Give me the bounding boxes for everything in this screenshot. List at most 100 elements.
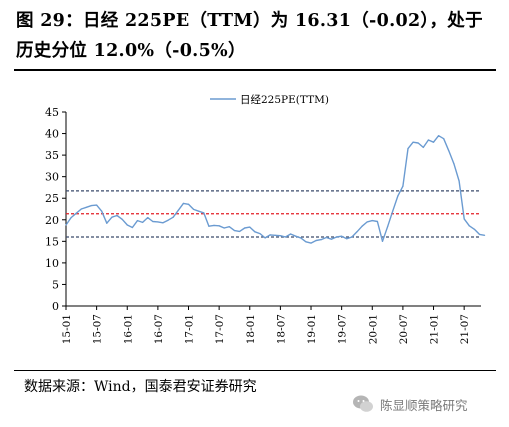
data-point [453, 163, 455, 165]
x-tick-label: 16-07 [153, 314, 165, 344]
data-point [279, 235, 281, 237]
legend-label: 日经225PE(TTM) [240, 93, 329, 106]
data-point [432, 141, 435, 143]
data-point [131, 226, 133, 229]
data-point [259, 232, 261, 235]
data-point [223, 227, 225, 229]
figure-title: 图 29：日经 225PE（TTM）为 16.31（-0.02），处于 历史分位… [16, 6, 496, 66]
data-point [320, 239, 322, 241]
data-point [483, 234, 486, 236]
data-point [198, 210, 200, 212]
title-rule [14, 69, 496, 71]
data-point [80, 208, 82, 210]
y-tick-label: 15 [45, 235, 59, 248]
y-tick-label: 10 [45, 257, 59, 270]
data-point [397, 195, 399, 197]
figure-title-line1: 图 29：日经 225PE（TTM）为 16.31（-0.02），处于 [16, 11, 483, 31]
x-tick-label: 19-07 [337, 314, 349, 344]
data-point [468, 225, 470, 227]
y-tick-label: 40 [45, 128, 59, 141]
data-point [96, 204, 98, 206]
y-tick-label: 5 [52, 278, 59, 291]
data-point [295, 235, 297, 237]
data-point [427, 139, 430, 141]
data-point [213, 224, 215, 226]
data-point [167, 219, 169, 221]
data-point [290, 233, 292, 235]
y-tick-label: 0 [52, 300, 59, 313]
data-point [443, 138, 445, 140]
data-point [330, 238, 333, 240]
data-point [417, 142, 419, 144]
data-point [106, 222, 108, 224]
x-tick-label: 15-01 [61, 314, 73, 344]
data-point [463, 218, 465, 220]
data-point [300, 237, 302, 239]
source-note: 数据来源：Wind，国泰君安证券研究 [24, 379, 257, 395]
data-point [448, 150, 450, 152]
data-point [422, 146, 424, 148]
figure-title-line2: 历史分位 12.0%（-0.5%） [16, 41, 246, 61]
watermark-text: 陈显顺策略研究 [380, 397, 468, 413]
data-point [264, 237, 266, 239]
data-point [228, 226, 230, 228]
watermark: 陈显顺策略研究 [352, 392, 468, 416]
data-point [233, 229, 236, 232]
series-line-1 [65, 135, 485, 244]
x-tick-label: 16-01 [122, 314, 134, 344]
data-point [284, 236, 287, 238]
data-point [75, 212, 77, 214]
x-tick-label: 17-01 [184, 314, 196, 344]
data-point [381, 240, 384, 242]
wechat-icon [353, 395, 373, 412]
data-point [305, 241, 307, 243]
x-tick-label: 20-01 [367, 314, 379, 344]
pe-line-chart: 0 5 10 15 20 25 30 35 40 45 15-01 15-07 16-01 16-07 17… [45, 93, 486, 344]
data-point [244, 227, 246, 229]
data-point [70, 217, 72, 219]
data-point [249, 226, 251, 228]
data-point [238, 230, 241, 233]
data-point [208, 225, 210, 227]
data-point [141, 221, 144, 223]
source-rule [14, 370, 496, 371]
data-point [193, 208, 195, 211]
y-tick-label: 25 [45, 192, 59, 205]
data-point [376, 220, 378, 223]
data-point [407, 148, 409, 150]
data-point [366, 221, 368, 223]
data-point [111, 216, 113, 218]
data-point [177, 209, 179, 211]
data-point [478, 233, 481, 236]
data-point [218, 225, 220, 227]
data-point [187, 203, 190, 205]
data-point [152, 220, 154, 223]
x-tick-label: 19-01 [306, 314, 318, 344]
x-tick-label: 21-07 [459, 314, 471, 344]
x-tick-label: 21-01 [429, 314, 441, 344]
data-point [182, 202, 185, 204]
data-point [121, 218, 123, 220]
data-point [392, 210, 394, 212]
data-point [386, 226, 389, 228]
data-point [90, 204, 93, 207]
data-point [172, 216, 174, 218]
data-point [335, 236, 338, 238]
data-point [458, 180, 460, 182]
data-point [402, 185, 404, 187]
x-tick-label: 18-01 [245, 314, 257, 344]
data-point [136, 220, 139, 222]
data-point [65, 224, 67, 226]
y-tick-label: 20 [45, 214, 59, 227]
data-point [162, 222, 164, 224]
data-point [346, 238, 348, 240]
y-tick-label: 45 [45, 106, 59, 119]
data-point [101, 210, 103, 212]
y-tick-label: 30 [45, 171, 59, 184]
data-point [157, 221, 159, 223]
data-point [116, 214, 118, 217]
data-point [438, 135, 440, 137]
data-point [315, 239, 317, 242]
data-point [356, 231, 358, 233]
x-tick-label: 18-07 [275, 314, 287, 344]
